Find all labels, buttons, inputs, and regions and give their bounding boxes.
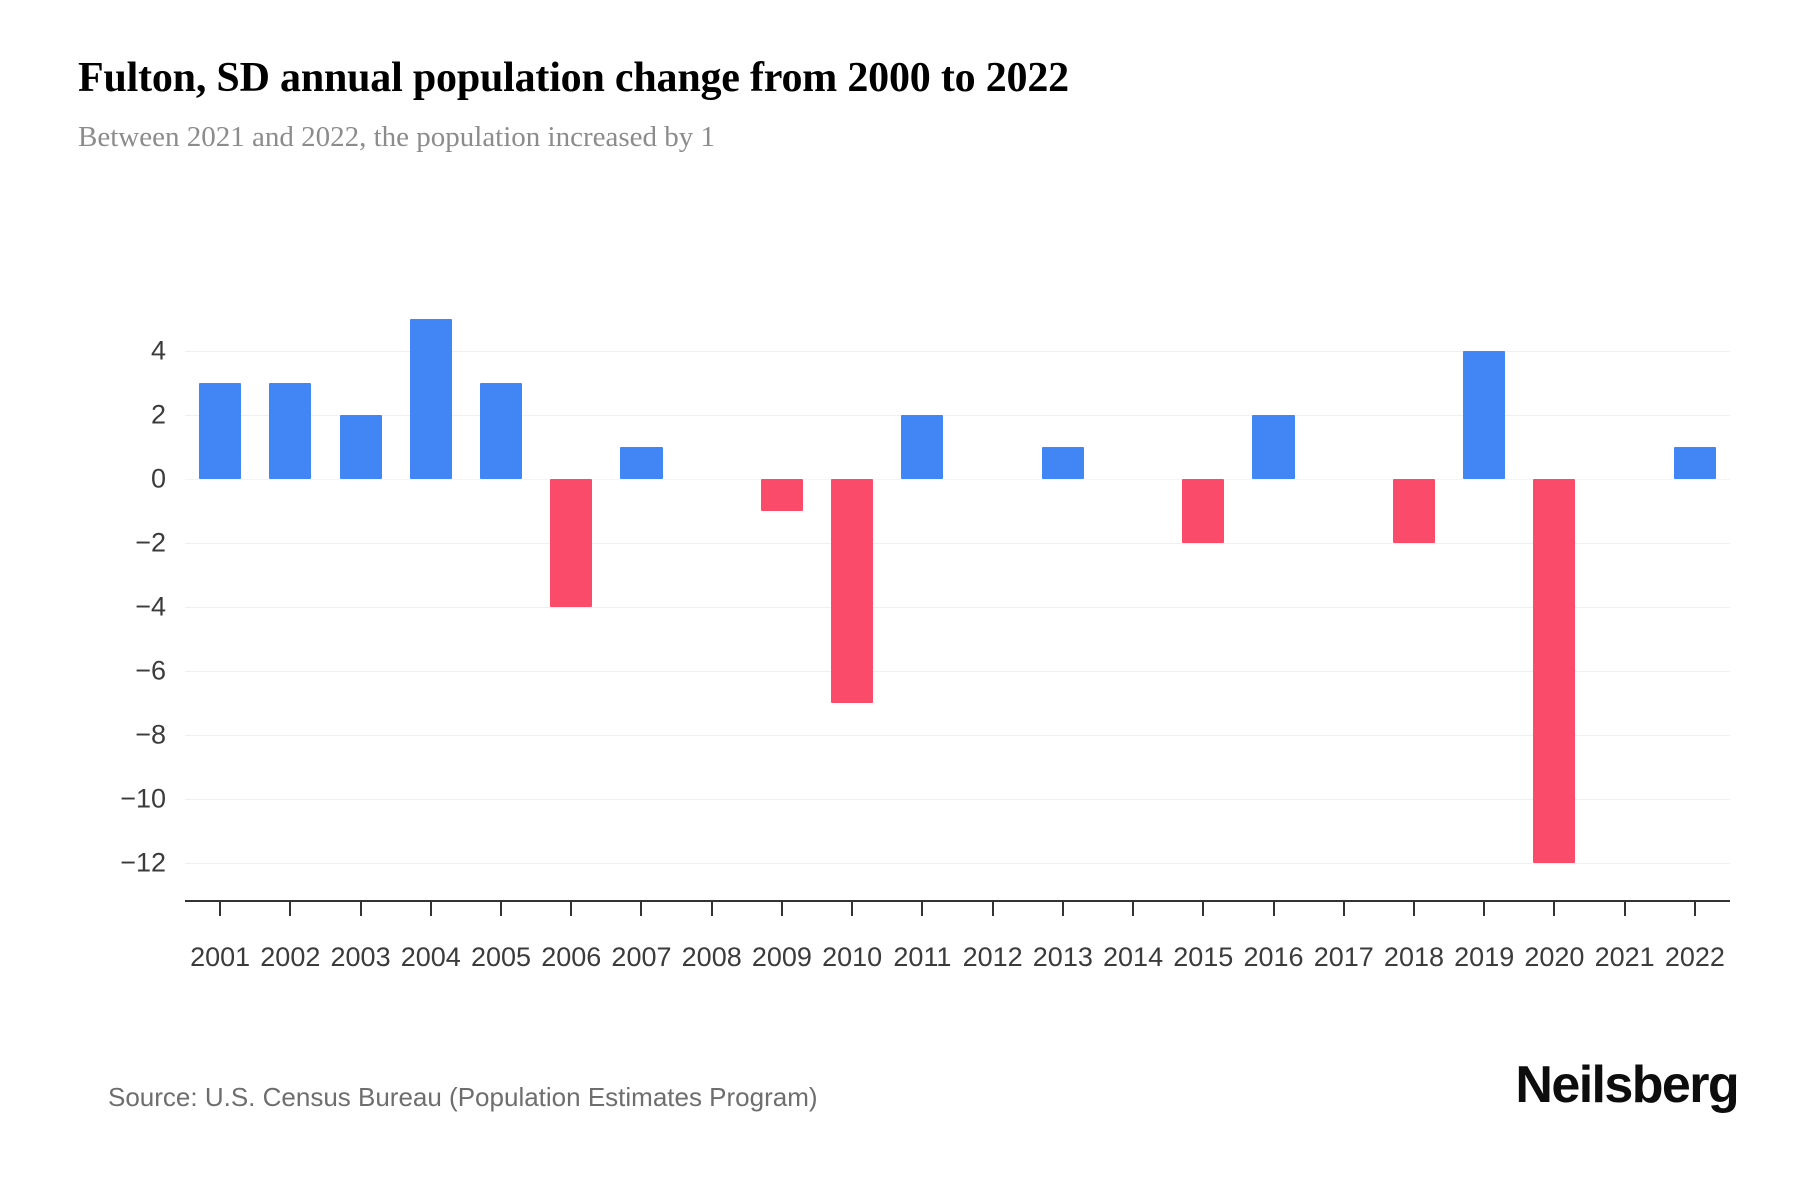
gridline — [185, 415, 1730, 417]
gridline — [185, 671, 1730, 673]
gridline — [185, 351, 1730, 353]
gridline — [185, 479, 1730, 481]
y-axis-tick-label: 0 — [150, 463, 166, 494]
bar-2011[interactable] — [901, 415, 944, 480]
x-axis-tick-label: 2013 — [1032, 942, 1093, 972]
gridline — [185, 607, 1730, 609]
plot-area: 4 2 0 −2 −4 −6 −8 −10 −12 — [120, 300, 1730, 895]
x-axis-tick-label: 2009 — [751, 942, 812, 972]
bar-2009[interactable] — [760, 479, 803, 512]
x-axis-tick-label: 2010 — [822, 942, 883, 972]
x-axis-tick-label: 2019 — [1454, 942, 1515, 972]
bar-2004[interactable] — [409, 319, 452, 480]
x-axis-tick-label: 2001 — [190, 942, 251, 972]
x-axis-tick — [1272, 900, 1275, 916]
x-axis-tick — [429, 900, 432, 916]
bar-2019[interactable] — [1463, 351, 1506, 480]
y-axis-tick-label: −10 — [120, 783, 166, 814]
x-axis-tick — [1553, 900, 1556, 916]
bar-2005[interactable] — [479, 383, 523, 480]
x-axis-tick-label: 2004 — [400, 942, 461, 972]
source-note: Source: U.S. Census Bureau (Population E… — [108, 1082, 818, 1112]
x-axis-tick-label: 2012 — [962, 942, 1023, 972]
x-axis-tick — [289, 900, 292, 916]
x-axis-tick — [570, 900, 573, 916]
x-axis-tick-label: 2015 — [1173, 942, 1234, 972]
bar-2013[interactable] — [1041, 447, 1084, 480]
chart-subtitle: Between 2021 and 2022, the population in… — [78, 121, 716, 153]
bar-2007[interactable] — [620, 447, 663, 480]
chart-header: Fulton, SD annual population change from… — [78, 52, 1718, 156]
x-axis-tick-label: 2007 — [611, 942, 672, 972]
x-axis-tick-label: 2017 — [1313, 942, 1374, 972]
x-axis-tick-label: 2014 — [1103, 942, 1164, 972]
y-axis-tick-label: −6 — [135, 655, 166, 686]
page-title: Fulton, SD annual population change from… — [78, 55, 1069, 101]
bar-2010[interactable] — [831, 479, 874, 704]
bar-2016[interactable] — [1252, 415, 1295, 480]
x-axis-tick — [1202, 900, 1205, 916]
gridline — [185, 799, 1730, 801]
x-axis-tick-label: 2018 — [1383, 942, 1445, 972]
x-axis-tick — [1483, 900, 1486, 916]
y-axis-tick-label: 2 — [150, 399, 166, 430]
x-axis-tick-label: 2021 — [1594, 942, 1655, 972]
bar-2018[interactable] — [1392, 479, 1436, 544]
bar-2022[interactable] — [1673, 447, 1716, 480]
x-axis-tick-label: 2005 — [470, 942, 532, 972]
x-axis-tick-label: 2002 — [260, 942, 321, 972]
y-axis-tick-label: 4 — [150, 335, 166, 366]
x-axis-tick — [640, 900, 643, 916]
bar-2003[interactable] — [339, 415, 382, 480]
bar-2015[interactable] — [1182, 479, 1225, 544]
x-axis-tick — [921, 900, 924, 916]
x-axis-tick — [1623, 900, 1626, 916]
bars-group — [185, 300, 1730, 895]
x-axis-tick-label: 2006 — [541, 942, 602, 972]
bar-2006[interactable] — [550, 479, 593, 608]
bar-2001[interactable] — [199, 383, 242, 480]
x-axis-tick — [851, 900, 854, 916]
x-axis-tick-label: 2016 — [1243, 942, 1304, 972]
gridline — [185, 543, 1730, 545]
y-axis-tick-label: −2 — [135, 527, 166, 558]
y-axis-tick-label: −12 — [120, 847, 166, 878]
x-axis-tick — [1412, 900, 1415, 916]
x-axis-tick-label: 2022 — [1664, 942, 1725, 972]
x-axis-tick-label: 2003 — [330, 942, 391, 972]
x-axis-tick — [359, 900, 362, 916]
gridline — [185, 863, 1730, 864]
x-axis-tick — [500, 900, 503, 916]
x-axis-tick — [1342, 900, 1345, 916]
x-axis-tick — [219, 900, 222, 916]
bar-2020[interactable] — [1533, 479, 1576, 863]
bar-2002[interactable] — [269, 383, 312, 480]
x-axis-tick — [1061, 900, 1064, 916]
brand-logo: Neilsberg — [1515, 1056, 1739, 1114]
x-axis-line — [185, 900, 1730, 902]
x-axis-tick-label: 2011 — [893, 942, 952, 972]
x-axis-tick-label: 2020 — [1524, 942, 1585, 972]
x-axis-tick-label: 2008 — [681, 942, 742, 972]
y-axis-tick-label: −8 — [135, 719, 166, 750]
x-axis-tick — [710, 900, 713, 916]
x-axis-tick — [991, 900, 994, 916]
x-axis-tick — [1693, 900, 1696, 916]
y-axis-tick-label: −4 — [135, 591, 166, 622]
x-axis-tick — [780, 900, 783, 916]
gridline — [185, 735, 1730, 737]
x-axis-tick — [1132, 900, 1135, 916]
